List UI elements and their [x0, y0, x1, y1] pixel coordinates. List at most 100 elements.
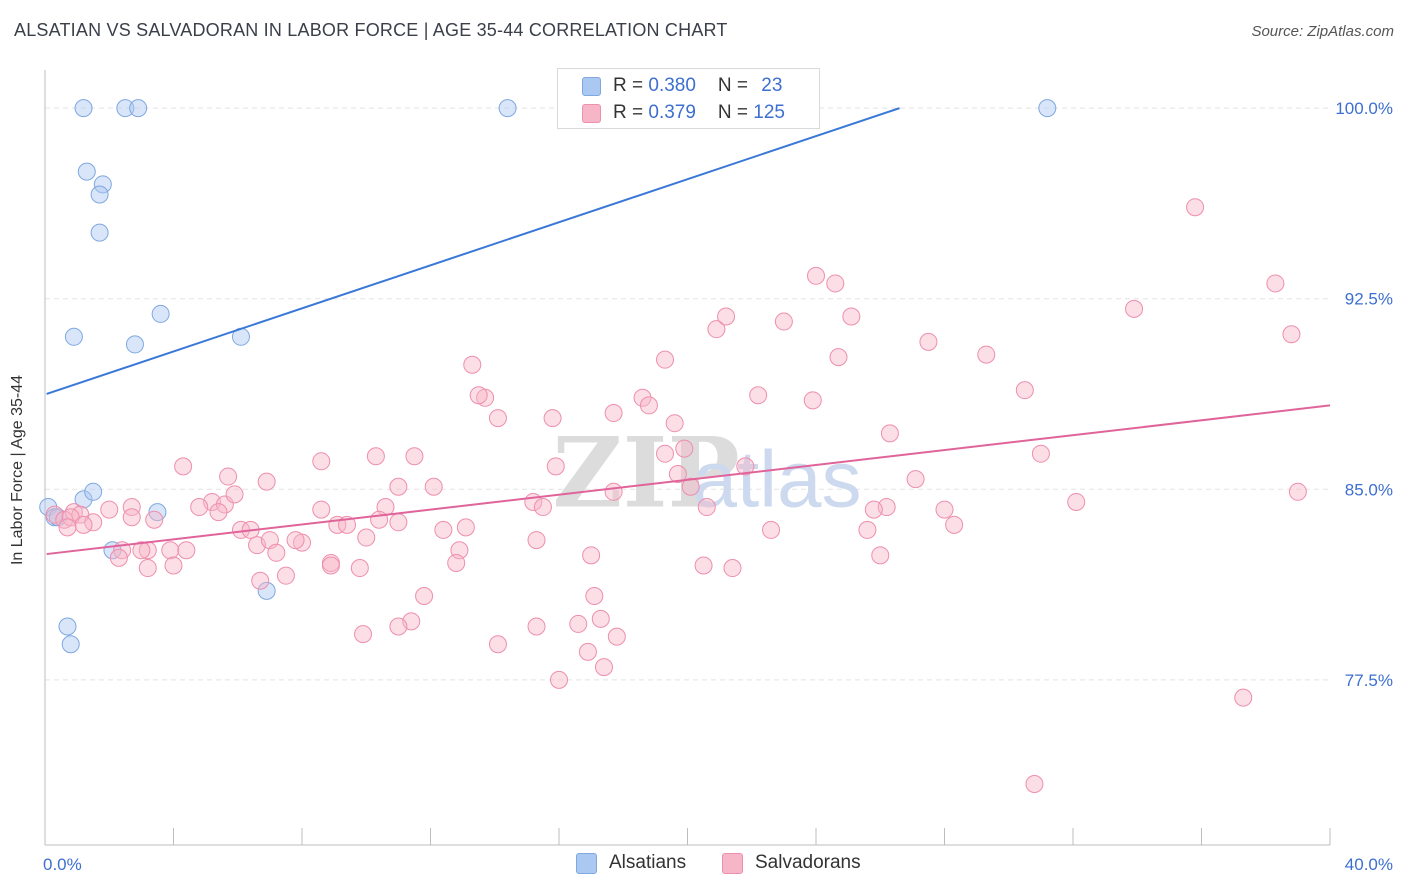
point-alsatians: [1038, 99, 1057, 118]
point-salvadorans: [656, 350, 675, 369]
point-salvadorans: [424, 477, 443, 496]
point-alsatians: [90, 185, 109, 204]
source-label: Source: ZipAtlas.com: [1251, 23, 1394, 40]
point-salvadorans: [488, 409, 507, 428]
n-value: 125: [753, 102, 785, 123]
point-salvadorans: [286, 531, 305, 550]
point-alsatians: [498, 99, 517, 118]
point-alsatians: [77, 162, 96, 181]
point-salvadorans: [389, 477, 408, 496]
point-salvadorans: [723, 559, 742, 578]
point-salvadorans: [604, 404, 623, 423]
point-salvadorans: [1125, 299, 1144, 318]
r-value: 0.380: [648, 75, 696, 96]
series-legend: Alsatians Salvadorans: [0, 851, 1406, 877]
point-salvadorans: [594, 658, 613, 677]
point-salvadorans: [604, 482, 623, 501]
point-salvadorans: [74, 515, 93, 534]
point-salvadorans: [829, 348, 848, 367]
point-salvadorans: [656, 444, 675, 463]
point-salvadorans: [225, 485, 244, 504]
point-alsatians: [61, 635, 80, 654]
point-salvadorans: [469, 386, 488, 405]
trend-line-salvadorans: [46, 404, 1331, 556]
point-salvadorans: [251, 571, 270, 590]
point-salvadorans: [578, 642, 597, 661]
data-points: [39, 99, 1307, 794]
axes: [44, 70, 1331, 846]
point-salvadorans: [919, 332, 938, 351]
point-salvadorans: [58, 518, 77, 537]
point-salvadorans: [591, 609, 610, 628]
salvadorans-swatch: [582, 104, 601, 123]
point-salvadorans: [585, 586, 604, 605]
point-salvadorans: [219, 467, 238, 486]
point-salvadorans: [389, 513, 408, 532]
point-salvadorans: [717, 307, 736, 326]
r-label: R =: [613, 102, 649, 123]
stats-legend: R = 0.380 N = 23 R = 0.379 N = 125: [557, 68, 820, 129]
legend-label-alsatians: Alsatians: [609, 852, 687, 873]
watermark-zip: ZIP: [553, 416, 740, 529]
x-tick-label: 40.0%: [1345, 855, 1393, 874]
point-salvadorans: [1282, 325, 1301, 344]
point-alsatians: [74, 490, 93, 509]
point-salvadorans: [864, 500, 883, 519]
point-salvadorans: [488, 635, 507, 654]
n-label: N =: [717, 75, 754, 96]
point-salvadorans: [177, 541, 196, 560]
point-salvadorans: [257, 472, 276, 491]
r-value: 0.379: [648, 102, 696, 123]
grid-lines: [45, 107, 1330, 681]
point-salvadorans: [675, 439, 694, 458]
point-salvadorans: [145, 510, 164, 529]
point-salvadorans: [858, 520, 877, 539]
point-alsatians: [93, 175, 112, 194]
point-salvadorans: [354, 625, 373, 644]
point-salvadorans: [527, 531, 546, 550]
point-salvadorans: [190, 498, 209, 517]
point-salvadorans: [935, 500, 954, 519]
point-salvadorans: [215, 495, 234, 514]
point-alsatians: [151, 304, 170, 323]
point-salvadorans: [389, 617, 408, 636]
point-salvadorans: [405, 447, 424, 466]
point-alsatians: [74, 99, 93, 118]
alsatians-swatch: [576, 853, 597, 874]
point-salvadorans: [1067, 492, 1086, 511]
y-tick-label: 100.0%: [1335, 99, 1393, 118]
y-tick-label: 85.0%: [1345, 480, 1393, 499]
point-salvadorans: [100, 500, 119, 519]
y-tick-label: 92.5%: [1345, 290, 1393, 309]
tick-labels: 77.5% 85.0% 92.5% 100.0% 0.0% 40.0%: [43, 99, 1393, 874]
point-salvadorans: [456, 518, 475, 537]
point-salvadorans: [569, 614, 588, 633]
point-salvadorans: [945, 515, 964, 534]
point-salvadorans: [533, 498, 552, 517]
point-salvadorans: [774, 312, 793, 331]
point-salvadorans: [527, 617, 546, 636]
chart-title: ALSATIAN VS SALVADORAN IN LABOR FORCE | …: [14, 20, 728, 40]
point-salvadorans: [267, 543, 286, 562]
point-alsatians: [84, 482, 103, 501]
point-salvadorans: [1015, 381, 1034, 400]
point-salvadorans: [174, 457, 193, 476]
point-salvadorans: [1266, 274, 1285, 293]
point-alsatians: [125, 335, 144, 354]
y-axis-label: In Labor Force | Age 35-44: [9, 374, 26, 566]
point-salvadorans: [434, 520, 453, 539]
point-alsatians: [116, 99, 135, 118]
point-salvadorans: [209, 503, 228, 522]
point-salvadorans: [880, 424, 899, 443]
point-salvadorans: [132, 541, 151, 560]
point-salvadorans: [312, 452, 331, 471]
point-salvadorans: [665, 414, 684, 433]
point-alsatians: [129, 99, 148, 118]
point-salvadorans: [164, 556, 183, 575]
watermark-atlas: atlas: [693, 434, 862, 523]
point-salvadorans: [1234, 688, 1253, 707]
point-salvadorans: [312, 500, 331, 519]
point-salvadorans: [546, 457, 565, 476]
